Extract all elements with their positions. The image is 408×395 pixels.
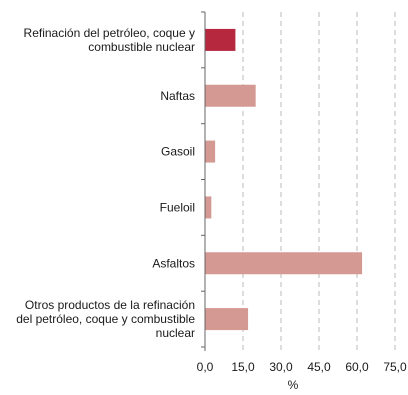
bar [205, 196, 212, 219]
x-tick-label: 75,0 [383, 360, 407, 374]
x-tick-label: 45,0 [307, 360, 331, 374]
x-tick-label: 60,0 [345, 360, 369, 374]
bar [205, 308, 249, 331]
bar [205, 140, 216, 163]
category-label: Naftas [160, 89, 195, 103]
bar [205, 252, 363, 275]
axis-layer [201, 11, 206, 351]
category-label: del petróleo, coque y combustible [16, 312, 195, 326]
bar [205, 28, 236, 51]
category-label: Asfaltos [152, 256, 195, 270]
x-tick-label: 15,0 [231, 360, 255, 374]
category-label-layer: Refinación del petróleo, coque ycombusti… [16, 26, 195, 340]
grid-layer [242, 12, 396, 351]
category-label: Gasoil [161, 145, 195, 159]
bar [205, 84, 256, 107]
category-label: Otros productos de la refinación [25, 298, 195, 312]
bar-layer [205, 28, 363, 331]
x-tick-label: 30,0 [269, 360, 293, 374]
category-label: Refinación del petróleo, coque y [24, 26, 195, 40]
x-tick-label: 0,0 [197, 360, 214, 374]
category-label: nuclear [156, 326, 195, 340]
category-label: Fueloil [160, 200, 195, 214]
tick-label-layer: 0,0 15,0 30,0 45,0 60,0 75,0 [197, 360, 407, 374]
x-axis-title: % [288, 378, 299, 390]
category-label: combustible nuclear [88, 40, 195, 54]
